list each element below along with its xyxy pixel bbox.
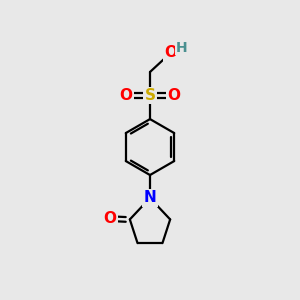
Text: S: S	[145, 88, 155, 103]
Text: O: O	[164, 45, 177, 60]
Text: N: N	[144, 190, 156, 206]
Text: O: O	[119, 88, 132, 103]
Text: O: O	[103, 211, 116, 226]
Text: O: O	[168, 88, 181, 103]
Text: H: H	[176, 40, 188, 55]
